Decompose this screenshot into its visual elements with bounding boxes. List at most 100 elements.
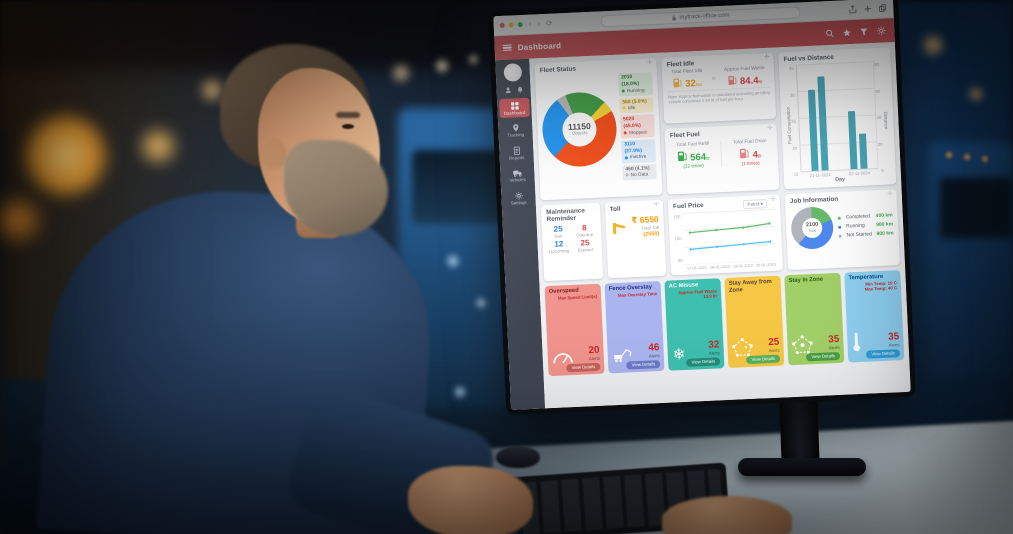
sidebar-item-reports[interactable]: Reports	[501, 143, 532, 164]
person-eyebrow	[336, 112, 360, 118]
sidebar-item-label: Tracking	[507, 132, 525, 139]
legend-chip-inactive[interactable]: 3110 (27.9%) Inactive	[621, 138, 657, 164]
fence-overstay-card: Fence Overstay Max Overstay Time 46 Aler…	[604, 280, 665, 374]
expand-icon[interactable]: ✛	[887, 190, 893, 198]
bokeh-light	[388, 60, 414, 86]
maintenance-reminder-card: Maintenance Reminder 25 Due 8 Overdue 12 Up…	[540, 202, 603, 282]
expand-icon[interactable]: ✛	[770, 195, 777, 203]
legend-row-running: Running 900 km	[838, 221, 893, 230]
temperature-card: Temperature Min Temp: 10 C Max Temp: 40 …	[844, 270, 905, 363]
ac-misuse-card: AC Misuse Approx Fuel Waste 13.0 ltr ❄ 3…	[664, 278, 725, 371]
fuel-pump-icon	[673, 78, 682, 87]
app-header: Dashboard	[494, 18, 895, 61]
legend-chip-running[interactable]: 2010 (18.0%) Running	[618, 72, 653, 97]
settings-gear-icon[interactable]	[876, 25, 886, 35]
legend-chip-nodata[interactable]: 450 (4.1%) No Data	[622, 163, 657, 181]
page-title: Dashboard	[517, 40, 562, 52]
window-minimize-icon[interactable]	[508, 22, 514, 28]
forward-icon[interactable]: ›	[537, 18, 541, 28]
report-doc-icon	[513, 146, 520, 155]
reload-icon[interactable]: ⟳	[545, 18, 553, 28]
filter-icon[interactable]	[859, 27, 868, 36]
job-information-card: Job Information ✛ 2100 Total Completed 40…	[784, 189, 900, 271]
total-fleet-idle-stat: Total Fleet Idle 32hrs	[671, 68, 703, 90]
copy-tabs-icon[interactable]	[878, 3, 887, 12]
expand-icon[interactable]: ✛	[646, 59, 653, 67]
view-details-button[interactable]: View Details	[866, 349, 901, 359]
maintenance-stat: 25 Expired	[577, 238, 593, 253]
bokeh-light	[0, 188, 50, 252]
legend-chip-idle[interactable]: 560 (5.0%) Idle	[619, 96, 654, 114]
dashboard-main: Fleet Status ✛ 11150 Objects 2010 (18.0%…	[529, 42, 911, 409]
view-details-button[interactable]: View Details	[686, 357, 721, 367]
overspeed-card: Overspeed Max Speed Limit(s) 20 Alerts V…	[544, 283, 605, 377]
fuel-vs-distance-bar-chart	[795, 61, 879, 173]
legend-row-completed: Completed 400 km	[837, 212, 893, 221]
sidebar-item-settings[interactable]: Settings	[503, 187, 534, 208]
bokeh-light	[474, 296, 488, 310]
sidebar-item-label: Dashboard	[503, 109, 526, 116]
lock-icon	[672, 15, 676, 21]
fuel-type-dropdown[interactable]: Petrol ▾	[743, 199, 768, 210]
sidebar-item-label: Vehicles	[509, 177, 527, 183]
job-info-donut-chart: 2100 Total	[790, 206, 835, 251]
browser-chrome: ‹ › ⟳ mytrack-office.com	[493, 0, 894, 37]
share-icon[interactable]	[848, 5, 857, 14]
fuel-drain-stat: Total Fuel Drain 4ltr (1 times)	[732, 139, 767, 167]
snowflake-icon: ❄	[672, 345, 686, 364]
stay-in-zone-card: Stay In Zone 35 Alerts View Details	[784, 272, 845, 366]
thermometer-icon	[853, 332, 861, 352]
expand-icon[interactable]: ✛	[653, 200, 660, 209]
maintenance-stat: 8 Overdue	[576, 223, 594, 238]
window-close-icon[interactable]	[499, 22, 505, 28]
map-pin-icon	[512, 124, 518, 133]
sidebar-item-vehicles[interactable]: Vehicles	[502, 165, 533, 186]
truck-marker-light	[980, 154, 990, 164]
back-icon[interactable]: ‹	[528, 19, 532, 29]
right-truck-windshield	[940, 178, 1013, 238]
expand-icon[interactable]: ✛	[763, 53, 770, 62]
notification-bell-icon[interactable]	[516, 86, 523, 94]
star-icon[interactable]	[842, 28, 851, 37]
alert-info: Approx Fuel Waste 13.0 ltr	[678, 288, 718, 300]
sidebar-item-dashboard[interactable]: Dashboard	[499, 97, 530, 119]
fleet-idle-card: Fleet Idle ✛ Total Fleet Idle 32hrs » Ap…	[661, 52, 777, 124]
sidebar-item-tracking[interactable]: Tracking	[500, 120, 531, 141]
url-text: mytrack-office.com	[679, 12, 730, 21]
person-beard	[284, 140, 388, 236]
truck-icon	[513, 170, 522, 178]
monitor: ‹ › ⟳ mytrack-office.com Dashboard	[488, 0, 916, 416]
card-title: Fleet Fuel	[669, 131, 700, 140]
speedometer-icon	[553, 353, 573, 364]
alert-cards-row: Overspeed Max Speed Limit(s) 20 Alerts V…	[544, 270, 905, 377]
bokeh-light	[966, 84, 986, 104]
computer-mouse[interactable]	[496, 446, 540, 468]
dashboard-screen: ‹ › ⟳ mytrack-office.com Dashboard	[493, 0, 911, 410]
menu-icon[interactable]	[502, 44, 512, 52]
url-bar[interactable]: mytrack-office.com	[600, 5, 801, 27]
bokeh-light	[466, 52, 481, 67]
person-eye	[342, 124, 354, 129]
fleet-fuel-card: Fleet Fuel ✛ Total Fuel Refill 564ltr (2…	[664, 123, 780, 195]
user-icon[interactable]	[504, 87, 511, 94]
person-head	[218, 42, 398, 242]
new-tab-icon[interactable]	[863, 4, 872, 13]
toll-gate-icon	[612, 222, 625, 234]
person-right-hand	[408, 466, 533, 534]
fuel-price-card: Fuel Price Petrol ▾ ✛ 105 100 95 17	[667, 194, 784, 276]
card-title: Toll	[609, 205, 621, 214]
bokeh-light	[432, 56, 452, 76]
window-maximize-icon[interactable]	[517, 21, 523, 28]
legend-row-notstarted: Not Started 800 km	[838, 230, 894, 239]
monitor-stand-base	[738, 458, 866, 476]
stay-away-from-zone-card: Stay Away from Zone 25 Alerts View Detai…	[724, 275, 785, 368]
expand-icon[interactable]: ✛	[767, 124, 773, 132]
approx-fuel-waste-stat: Approx Fuel Waste 84.4ltr	[723, 66, 765, 87]
search-icon[interactable]	[825, 28, 834, 37]
legend-chip-stopped[interactable]: 5020 (45.0%) Stopped	[619, 114, 655, 139]
fleet-total-label: Objects	[571, 130, 588, 136]
fleet-status-donut-chart: 11150 Objects	[540, 90, 619, 168]
bokeh-light	[918, 30, 948, 60]
sidebar-item-label: Settings	[510, 199, 527, 206]
